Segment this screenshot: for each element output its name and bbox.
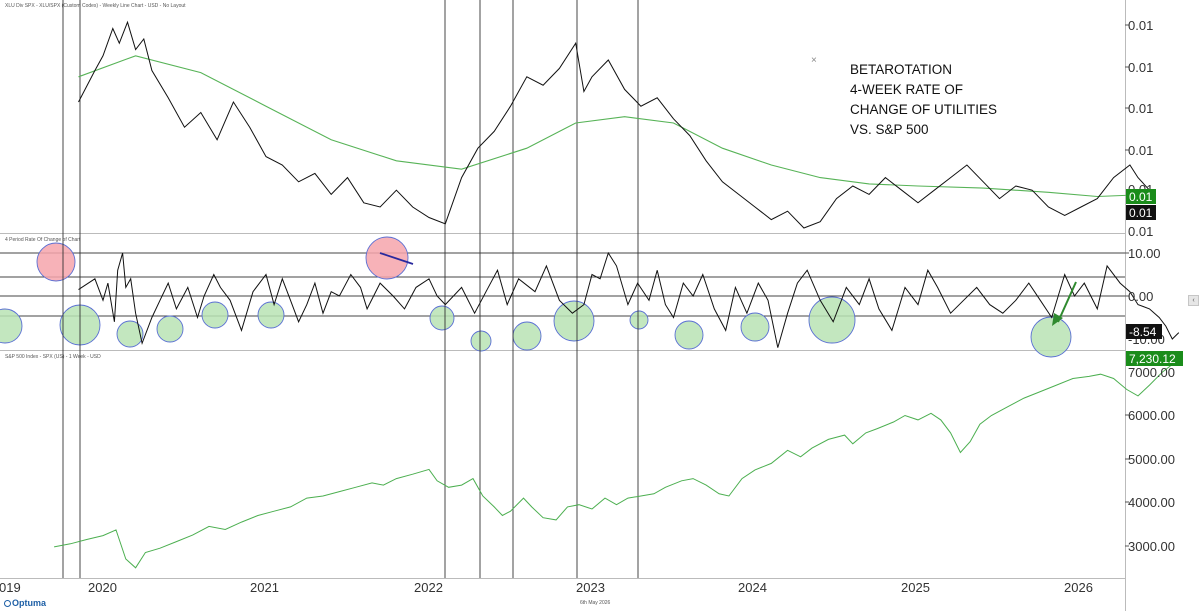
oversold-circle — [512, 321, 542, 351]
x-year-label: 2022 — [414, 580, 443, 595]
optuma-logo: Optuma — [4, 598, 46, 608]
x-year-label: 2023 — [576, 580, 605, 595]
x-year-label: 2024 — [738, 580, 767, 595]
spx-panel-title: S&P 500 Index - SPX (US) - 1 Week - USD — [5, 354, 101, 360]
overbought-circle — [365, 236, 409, 280]
vertical-marker-lines — [62, 0, 639, 578]
x-date-label: 6th May 2026 — [580, 600, 611, 606]
roc-last-value: -8.54 — [1129, 325, 1157, 339]
oversold-circle — [674, 320, 704, 350]
oversold-circle — [553, 300, 595, 342]
ma-last-value-badge — [1126, 205, 1156, 220]
x-year-label: 2025 — [901, 580, 930, 595]
roc-reference-lines — [0, 252, 1125, 317]
spx-y-tick: 5000.00 — [1128, 452, 1175, 467]
spx-y-tick: 6000.00 — [1128, 408, 1175, 423]
spx-panel-y-axis: 7000.00 7,230.12 6000.00 5000.00 4000.00… — [1125, 351, 1183, 554]
oversold-circle — [201, 301, 229, 329]
top-panel-y-axis: 0.01 0.01 0.01 0.01 0.01 0.01 0.01 0.01 — [1125, 18, 1156, 239]
oversold-circle — [470, 330, 492, 352]
roc-y-tick: 0.00 — [1128, 289, 1153, 304]
spx-last-value-badge — [1126, 351, 1183, 366]
spx-y-tick-hidden: 7000.00 — [1128, 365, 1175, 380]
top-y-tick: 0.01 — [1128, 143, 1153, 158]
annotation-line-3: CHANGE OF UTILITIES — [850, 102, 997, 117]
panel-frames — [0, 0, 1126, 611]
x-axis: 019 2020 2021 2022 2023 2024 2025 2026 6… — [0, 580, 1093, 606]
spx-line — [54, 361, 1176, 569]
x-year-label: 2021 — [250, 580, 279, 595]
roc-highlight-circles — [0, 236, 1072, 358]
ratio-moving-average-line — [78, 55, 1150, 198]
top-y-tick: 0.01 — [1128, 101, 1153, 116]
ma-last-value: 0.01 — [1129, 206, 1153, 220]
annotation-line-2: 4-WEEK RATE OF — [850, 82, 963, 97]
roc-panel-title: 4 Period Rate Of Change of Chart — [5, 237, 81, 243]
collapse-panel-button[interactable]: ‹ — [1188, 295, 1199, 306]
oversold-circle — [740, 312, 770, 342]
ratio-last-value: 0.01 — [1129, 190, 1153, 204]
divergence-trend-line — [379, 252, 414, 265]
spx-y-tick: 3000.00 — [1128, 539, 1175, 554]
optuma-logo-icon — [4, 600, 11, 607]
spx-last-value: 7,230.12 — [1129, 352, 1176, 366]
top-y-tick: 0.01 — [1128, 18, 1153, 33]
oversold-circle — [156, 315, 184, 343]
oversold-circle — [629, 310, 649, 330]
roc-y-tick: 10.00 — [1128, 246, 1161, 261]
top-panel-title: XLU Div SPX - XLU/SPX (Custom Codes) - W… — [5, 3, 186, 9]
green-arrow-icon — [1052, 281, 1077, 326]
betarotation-annotation: BETAROTATION 4-WEEK RATE OF CHANGE OF UT… — [850, 62, 997, 137]
ratio-price-line — [78, 20, 1150, 229]
optuma-logo-text: Optuma — [12, 598, 47, 608]
spx-y-tick: 4000.00 — [1128, 495, 1175, 510]
top-y-tick-bottom: 0.01 — [1128, 224, 1153, 239]
annotation-line-4: VS. S&P 500 — [850, 122, 929, 137]
roc-panel-y-axis: 10.00 0.00 -10.00 -8.54 — [1125, 246, 1165, 347]
roc-last-value-badge — [1126, 324, 1162, 339]
close-marker-icon[interactable]: × — [811, 55, 817, 66]
x-year-label: 019 — [0, 580, 21, 595]
oversold-circle — [1030, 316, 1072, 358]
top-y-tick: 0.01 — [1128, 60, 1153, 75]
roc-line — [78, 251, 1180, 348]
ratio-last-value-badge — [1126, 189, 1156, 204]
x-year-label: 2026 — [1064, 580, 1093, 595]
oversold-circle — [116, 320, 144, 348]
overbought-circle — [36, 242, 76, 282]
oversold-circle — [429, 305, 455, 331]
oversold-circle — [0, 308, 23, 344]
x-year-label: 2020 — [88, 580, 117, 595]
oversold-circle — [257, 301, 285, 329]
annotation-line-1: BETAROTATION — [850, 62, 952, 77]
